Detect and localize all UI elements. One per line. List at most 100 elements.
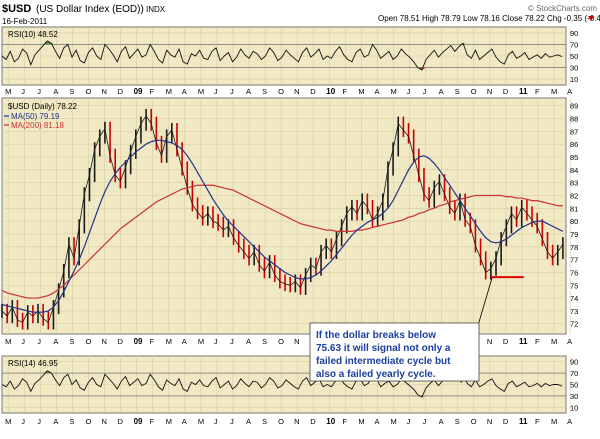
y-tick-label: 70 [570,369,578,378]
x-tick-label: A [182,337,187,346]
x-tick-label: A [182,417,187,426]
x-tick-label: M [198,87,204,96]
x-tick-label: 11 [519,337,528,346]
legend-entry: MA(50) 79.19 [11,112,60,121]
x-tick-label: J [21,87,25,96]
x-tick-label: A [567,87,572,96]
rsi-overbought-fill [463,43,468,45]
x-tick-label: J [214,337,218,346]
x-tick-label: M [358,87,364,96]
x-tick-label: A [567,337,572,346]
rsi-series-line [1,40,563,71]
x-tick-label: N [487,87,492,96]
y-tick-label: 88 [570,115,578,124]
x-tick-label: F [342,87,347,96]
y-tick-label: 87 [570,127,578,136]
x-tick-label: J [37,417,41,426]
y-tick-label: 86 [570,140,578,149]
x-tick-label: O [85,337,91,346]
rsi-series-line [1,370,563,398]
x-tick-label: N [294,337,299,346]
x-tick-label: A [182,87,187,96]
legend-entry: MA(200) 81.18 [11,121,64,130]
x-tick-label: D [118,87,124,96]
rsi-top-legend: RSI(10) 48.52 [8,30,58,39]
y-tick-label: 72 [570,320,578,329]
x-tick-label: A [374,87,379,96]
x-tick-label: 09 [134,87,143,96]
months-row-bottom: M J J A S O N D 09 F M A M J J A S O N D 10 F M A M J J A S O N D 11 F M A [5,417,572,426]
x-tick-label: F [150,337,155,346]
x-tick-label: S [455,87,460,96]
ma200-line [1,184,563,299]
chart-name: (US Dollar Index (EOD)) [36,4,144,15]
x-tick-label: N [487,337,492,346]
x-tick-label: A [567,417,572,426]
months-row-top: M J J A S O N D 09 F M A M J J A S O N D 10 F M A M J J A S O N D 11 F M A [5,87,572,96]
x-tick-label: O [85,87,91,96]
x-tick-label: J [423,87,427,96]
annotation-callout: If the dollar breaks below 75.63 it will… [309,277,493,384]
x-tick-label: M [551,417,557,426]
x-tick-label: F [535,417,540,426]
y-tick-label: 10 [570,75,578,84]
x-tick-label: S [69,417,74,426]
x-tick-label: O [471,87,477,96]
y-tick-label: 70 [570,40,578,49]
x-tick-label: N [102,417,107,426]
x-tick-label: N [294,417,299,426]
price-panel: 72 73 74 75 76 77 78 79 80 81 82 83 84 85 86 87 88 89 [1,97,578,335]
x-tick-label: J [230,337,234,346]
x-tick-label: 10 [326,87,335,96]
y-tick-label: 76 [570,268,578,277]
x-tick-label: M [551,337,557,346]
x-tick-label: J [37,337,41,346]
annotation-line: If the dollar breaks below [316,330,436,341]
chart-quote: Open 78.51 High 78.79 Low 78.16 Close 78… [378,14,600,23]
x-tick-label: J [214,87,218,96]
x-tick-label: O [85,417,91,426]
x-tick-label: N [102,87,107,96]
rsi-oversold-fill [421,395,427,398]
x-tick-label: F [150,87,155,96]
x-tick-label: F [535,337,540,346]
x-tick-label: S [262,417,267,426]
y-tick-label: 83 [570,179,578,188]
x-tick-label: J [423,417,427,426]
y-tick-label: 30 [570,392,578,401]
y-tick-label: 30 [570,64,578,73]
y-tick-label: 90 [570,29,578,38]
x-tick-label: M [198,337,204,346]
x-tick-label: F [342,417,347,426]
y-tick-label: 85 [570,153,578,162]
y-tick-label: 81 [570,204,578,213]
x-tick-label: A [53,337,58,346]
annotation-line: 75.63 it will signal not only a [316,343,451,354]
x-tick-label: M [5,87,11,96]
y-tick-label: 10 [570,403,578,412]
ma50-line [1,139,564,313]
annotation-line: also a failed yearly cycle. [316,369,436,380]
x-tick-label: N [487,417,492,426]
x-tick-label: J [407,87,411,96]
y-tick-label: 75 [570,281,578,290]
x-tick-label: J [214,417,218,426]
x-tick-label: A [374,417,379,426]
x-tick-label: A [246,417,251,426]
x-tick-label: D [118,337,124,346]
x-tick-label: A [246,337,251,346]
x-tick-label: M [5,417,11,426]
y-tick-label: 80 [570,217,578,226]
y-tick-label: 50 [570,381,578,390]
y-tick-label: 77 [570,256,578,265]
x-tick-label: M [358,417,364,426]
x-tick-label: F [535,87,540,96]
x-tick-label: M [391,87,397,96]
x-tick-label: M [166,337,172,346]
x-tick-label: S [69,87,74,96]
y-tick-label: 90 [570,358,578,367]
x-tick-label: D [118,417,124,426]
x-tick-label: A [53,417,58,426]
chart-exchange: INDX [146,5,166,14]
rsi-overbought-fill [51,43,56,45]
